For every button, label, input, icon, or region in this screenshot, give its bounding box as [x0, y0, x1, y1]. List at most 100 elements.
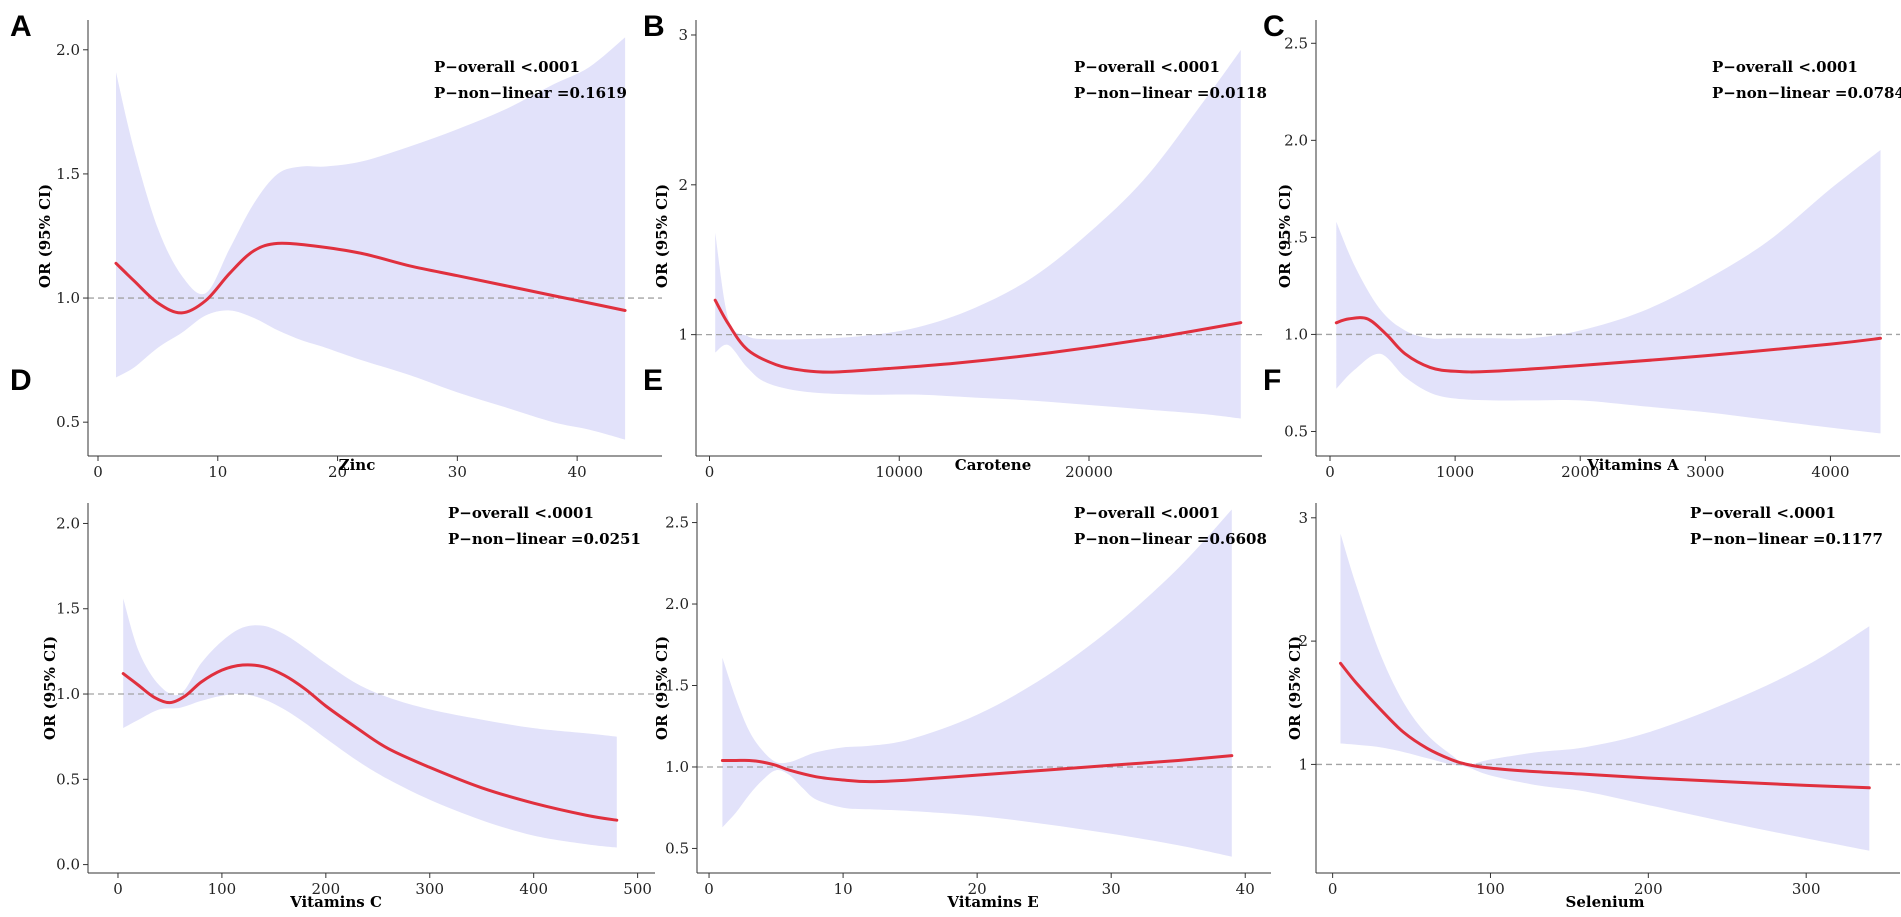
y-tick-label-e: 2.5: [665, 514, 689, 532]
y-axis-title-a: OR (95% CI): [36, 184, 54, 288]
confidence-band-f: [1340, 533, 1870, 851]
x-axis-title-b: Carotene: [955, 456, 1032, 474]
x-axis-title-f: Selenium: [1566, 893, 1645, 911]
y-tick-label-c: 2.5: [1284, 34, 1308, 52]
y-tick-label-e: 2.0: [665, 595, 689, 613]
panel-b: 1 2 3 0 10000 20000 Carotene OR (95% CI) P−overa…: [643, 10, 1267, 481]
x-tick-label-c: 4000: [1811, 463, 1849, 481]
x-tick-label-c: 3000: [1686, 463, 1724, 481]
x-tick-label-b: 10000: [875, 463, 923, 481]
p-overall-d: P−overall <.0001: [448, 504, 594, 522]
x-tick-label-a: 40: [568, 463, 587, 481]
y-tick-label-d: 0.5: [56, 770, 80, 788]
x-tick-label-d: 100: [208, 880, 237, 898]
x-axis-title-a: Zinc: [339, 456, 376, 474]
x-tick-label-f: 200: [1634, 880, 1663, 898]
p-nonlinear-b: P−non−linear =0.0118: [1074, 84, 1267, 102]
x-tick-label-b: 0: [705, 463, 715, 481]
panel-a: 0.5 1.0 1.5 2.0 0 10 20 30 40 Zinc OR (95% CI) P−ov…: [10, 10, 662, 481]
x-tick-label-d: 400: [519, 880, 548, 898]
y-axis-title-d: OR (95% CI): [41, 636, 59, 740]
or-curve-d: [121, 663, 619, 822]
y-tick-label-b: 1: [678, 326, 688, 344]
y-tick-label-a: 2.0: [56, 41, 80, 59]
or-curve-a: [114, 241, 627, 315]
x-axis-title-d: Vitamins C: [289, 893, 382, 911]
y-tick-label-f: 3: [1298, 509, 1308, 527]
panel-letter-a: A: [10, 10, 32, 43]
x-tick-label-a: 10: [208, 463, 227, 481]
p-nonlinear-a: P−non−linear =0.1619: [434, 84, 627, 102]
x-tick-label-f: 0: [1328, 880, 1338, 898]
confidence-band-e: [722, 509, 1232, 857]
x-tick-label-d: 200: [312, 880, 341, 898]
y-tick-label-a: 0.5: [56, 413, 80, 431]
y-tick-label-d: 1.0: [56, 685, 80, 703]
panel-letter-e: E: [643, 364, 663, 397]
panel-letter-d: D: [10, 364, 32, 397]
confidence-band-b: [715, 50, 1241, 419]
panel-d: 0.00.51.01.52.00 100 200 300 400 500Vitamins …: [10, 364, 655, 911]
panel-f: 1 2 3 0 100 200 300 Selenium OR (95% CI) P−overal…: [1263, 364, 1900, 911]
y-axis-title-f: OR (95% CI): [1286, 636, 1304, 740]
x-tick-label-e: 10: [834, 880, 853, 898]
x-tick-label-b: 20000: [1065, 463, 1113, 481]
y-tick-label-b: 2: [678, 176, 688, 194]
confidence-band-a: [116, 37, 626, 440]
p-overall-f: P−overall <.0001: [1690, 504, 1836, 522]
y-tick-label-d: 2.0: [56, 514, 80, 532]
p-overall-e: P−overall <.0001: [1074, 504, 1220, 522]
or-curve-b: [713, 298, 1243, 374]
y-tick-label-f: 2: [1298, 632, 1308, 650]
confidence-band-c: [1336, 150, 1881, 434]
x-tick-label-c: 1000: [1436, 463, 1474, 481]
x-tick-label-d: 300: [415, 880, 444, 898]
x-tick-label-e: 40: [1236, 880, 1255, 898]
panel-letter-b: B: [643, 10, 665, 43]
panel-letter-f: F: [1263, 364, 1281, 397]
y-tick-label-d: 0.0: [56, 856, 80, 874]
y-tick-label-e: 1.5: [665, 677, 689, 695]
x-tick-label-c: 0: [1325, 463, 1335, 481]
p-nonlinear-e: P−non−linear =0.6608: [1074, 530, 1267, 548]
x-tick-label-a: 30: [448, 463, 467, 481]
x-tick-label-c: 2000: [1561, 463, 1599, 481]
y-axis-title-e: OR (95% CI): [653, 636, 671, 740]
panel-e: 0.5 1.0 1.5 2.0 2.5 0 10 20 30 40 Vitamins E OR (95…: [643, 364, 1271, 911]
p-overall-a: P−overall <.0001: [434, 58, 580, 76]
x-tick-label-d: 0: [113, 880, 123, 898]
x-tick-label-f: 100: [1476, 880, 1505, 898]
x-axis-title-e: Vitamins E: [946, 893, 1038, 911]
p-nonlinear-f: P−non−linear =0.1177: [1690, 530, 1883, 548]
y-tick-label-e: 1.0: [665, 758, 689, 776]
y-tick-label-c: 1.5: [1284, 228, 1308, 246]
x-tick-label-d: 500: [623, 880, 652, 898]
x-axis-title-c: Vitamins A: [1586, 456, 1679, 474]
y-tick-label-c: 2.0: [1284, 131, 1308, 149]
x-tick-label-a: 0: [93, 463, 103, 481]
or-curve-e: [720, 754, 1234, 784]
y-axis-title-c: OR (95% CI): [1276, 184, 1294, 288]
y-tick-label-c: 0.5: [1284, 422, 1308, 440]
x-tick-label-e: 30: [1102, 880, 1121, 898]
x-tick-label-f: 300: [1792, 880, 1821, 898]
panel-c: 0.5 1.0 1.5 2.0 2.5 0 1000 2000 3000 4000 Vitamins…: [1263, 10, 1901, 481]
y-tick-label-f: 1: [1298, 755, 1308, 773]
y-tick-label-a: 1.5: [56, 165, 80, 183]
p-overall-c: P−overall <.0001: [1712, 58, 1858, 76]
x-tick-label-a: 20: [328, 463, 347, 481]
or-curve-c: [1334, 316, 1882, 374]
panel-letter-c: C: [1263, 10, 1285, 43]
confidence-band-d: [123, 598, 617, 848]
y-tick-label-a: 1.0: [56, 289, 80, 307]
or-curve-f: [1339, 661, 1871, 790]
y-axis-title-b: OR (95% CI): [653, 184, 671, 288]
p-nonlinear-d: P−non−linear =0.0251: [448, 530, 641, 548]
x-tick-label-e: 20: [968, 880, 987, 898]
y-tick-label-d: 1.5: [56, 600, 80, 618]
y-tick-label-c: 1.0: [1284, 325, 1308, 343]
y-tick-label-b: 3: [678, 26, 688, 44]
p-nonlinear-c: P−non−linear =0.0784: [1712, 84, 1901, 102]
y-tick-label-e: 0.5: [665, 839, 689, 857]
